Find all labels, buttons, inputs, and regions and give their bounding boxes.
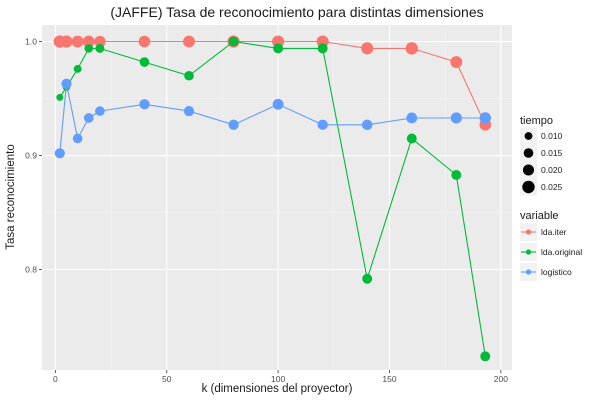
series-lda.iter [53,35,492,131]
data-point [479,112,491,124]
y-tick-label: 0.9 [25,151,37,161]
data-point [138,35,151,48]
x-tick-label: 150 [382,374,396,384]
color-legend-items: lda.iter lda.original logistico [520,223,582,281]
data-point [450,56,463,69]
data-point [71,35,84,48]
color-legend-label: lda.iter [541,227,567,237]
data-point [139,57,150,67]
data-point [480,351,491,362]
series-logistico [54,78,491,159]
color-legend-dot [525,249,532,255]
data-point [183,105,195,117]
color-legend-label: logistico [541,267,572,277]
data-point [95,43,105,53]
x-tick-label: 200 [494,374,508,384]
y-tick-label: 0.8 [25,265,37,275]
size-legend-dot [524,132,533,140]
data-point [272,98,284,110]
data-point [83,113,94,123]
data-point [406,112,418,124]
axis-ticks: 0 50 100 150 200 0.8 0.9 1.0 [25,37,508,384]
data-point [273,43,284,54]
size-legend-label: 0.010 [541,131,563,141]
x-tick-label: 50 [162,374,172,384]
data-point [361,42,374,55]
data-point [361,119,373,131]
data-point [317,43,328,54]
series-layer [53,35,492,362]
data-point [84,44,94,53]
data-point [317,119,328,130]
x-tick-label: 100 [271,374,285,384]
data-point [451,170,462,180]
data-point [95,106,105,116]
data-point [405,42,418,55]
data-point [60,35,73,48]
y-axis-title: Tasa reconocimiento [5,144,17,249]
data-point [362,273,373,284]
data-point [228,119,239,130]
y-tick-label: 1.0 [25,37,37,47]
data-point [139,99,150,110]
data-point [56,93,64,101]
data-point [94,35,106,48]
size-legend-dot [523,148,534,158]
size-legend-label: 0.025 [541,182,563,192]
color-legend-title: variable [520,210,559,222]
size-legend-dot [522,180,535,194]
size-legend-dot [522,164,535,176]
data-point [73,64,82,73]
plot-panel [42,25,512,370]
x-axis-title: k (dimensiones del proyector) [202,383,353,395]
data-point [184,70,194,81]
data-point [406,133,417,144]
series-lda.original [56,36,491,362]
size-legend-items: 0.010 0.015 0.020 0.025 [520,127,563,196]
data-point [228,36,239,47]
data-point [72,133,83,144]
size-legend-title: tiempo [520,115,553,127]
color-legend-dot [525,269,532,275]
data-point [82,35,95,48]
color-legend-dot [525,229,532,235]
data-point [61,78,72,89]
data-point [54,148,65,159]
size-legend-label: 0.020 [541,165,563,175]
x-tick-label: 0 [53,374,58,384]
data-point [183,35,195,48]
legend: tiempo 0.010 0.015 0.020 0.025 variable lda… [520,115,582,281]
chart-title: (JAFFE) Tasa de reconocimiento para dist… [110,4,483,20]
size-legend-label: 0.015 [541,148,563,158]
color-legend-label: lda.original [541,247,582,257]
data-point [450,112,462,124]
